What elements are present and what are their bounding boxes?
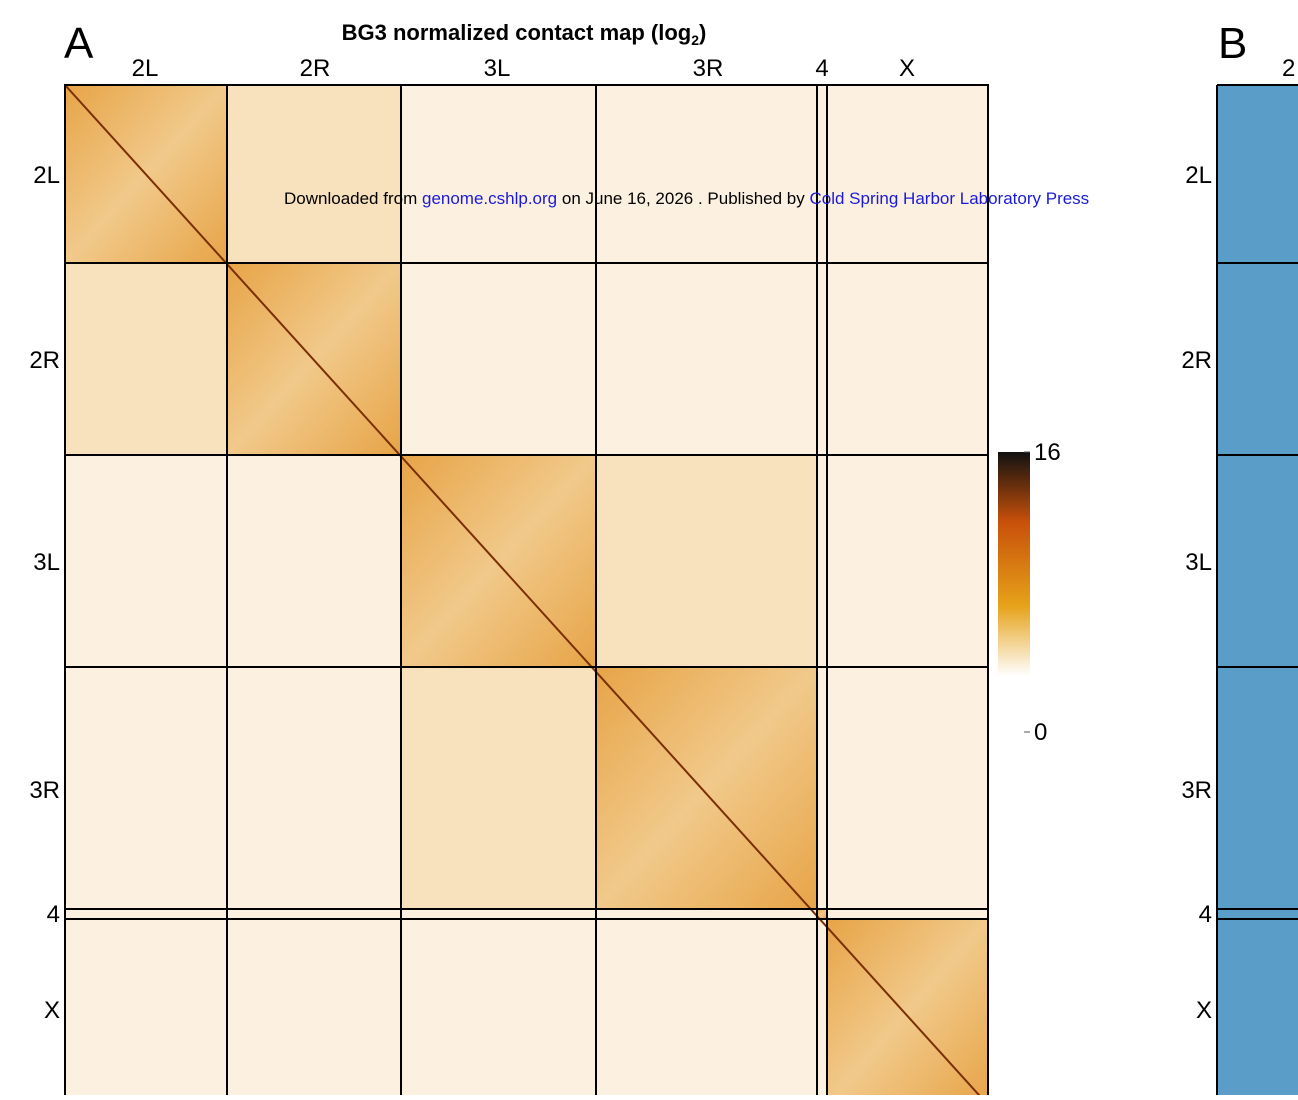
row-label: X	[1196, 997, 1212, 1024]
column-label: 2	[1282, 55, 1295, 82]
row-label: 3R	[1181, 777, 1212, 804]
map-block	[827, 263, 988, 455]
map-block	[817, 667, 827, 909]
map-block	[827, 919, 988, 1100]
title-text: BG3 normalized contact map (log	[342, 20, 692, 45]
contact-map-b-lines	[1216, 84, 1298, 1095]
chart-title: BG3 normalized contact map (log2)	[342, 20, 707, 48]
panel-label: A	[64, 19, 94, 68]
map-block	[401, 455, 596, 667]
colorbar	[998, 452, 1030, 732]
map-block	[596, 263, 817, 455]
colorbar-label: 16	[1034, 439, 1061, 466]
map-block	[827, 455, 988, 667]
map-block	[65, 455, 227, 667]
map-block	[817, 263, 827, 455]
map-block	[401, 85, 596, 263]
map-block	[817, 455, 827, 667]
colorbar-label: 0	[1034, 719, 1047, 746]
contact-map	[64, 84, 989, 1100]
panel-label: B	[1218, 19, 1247, 68]
column-label: 2L	[132, 55, 159, 82]
banner: Downloaded from genome.cshlp.org on June…	[284, 189, 1089, 208]
diagonal	[64, 84, 985, 1100]
banner-text: Downloaded from	[284, 189, 417, 208]
column-label: 3R	[693, 55, 724, 82]
map-block	[65, 263, 227, 455]
map-block	[227, 667, 401, 909]
map-block	[596, 909, 817, 919]
map-block	[227, 909, 401, 919]
map-block	[596, 455, 817, 667]
labels: 2L 2R 3L 3R 4 X 2L 2R 3L 3R 4 X 2L 2R 3L 3R 4 X 16 0	[29, 55, 1212, 1024]
map-frame	[64, 84, 989, 1100]
title-sub: 2	[691, 32, 699, 48]
column-label: 3L	[484, 55, 511, 82]
row-label: 4	[1199, 901, 1212, 928]
map-block	[817, 909, 827, 919]
map-block	[227, 919, 401, 1100]
map-block	[817, 85, 827, 263]
map-block	[827, 909, 988, 919]
map-block	[65, 667, 227, 909]
map-block	[65, 909, 227, 919]
map-block	[227, 455, 401, 667]
row-label: 3L	[33, 549, 60, 576]
row-label: 2L	[33, 162, 60, 189]
title-close: )	[699, 20, 706, 45]
map-block	[596, 667, 817, 909]
row-label: 3L	[1185, 549, 1212, 576]
map-block	[827, 667, 988, 909]
map-block	[827, 85, 988, 263]
map-block	[817, 919, 827, 1100]
map-block	[401, 667, 596, 909]
column-label: X	[899, 55, 915, 82]
map-block	[401, 909, 596, 919]
row-label: X	[44, 997, 60, 1024]
contact-map-b	[1217, 85, 1298, 1100]
row-label: 3R	[29, 777, 60, 804]
banner-link[interactable]: genome.cshlp.org	[422, 189, 557, 208]
row-label: 2L	[1185, 162, 1212, 189]
row-label: 2R	[1181, 347, 1212, 374]
row-label: 2R	[29, 347, 60, 374]
column-label: 2R	[300, 55, 331, 82]
banner-text: on June 16, 2026 . Published by	[562, 189, 805, 208]
map-block	[596, 919, 817, 1100]
column-label: 4	[815, 55, 828, 82]
map-block	[401, 263, 596, 455]
map-block	[65, 919, 227, 1100]
map-block	[596, 85, 817, 263]
banner-link[interactable]: Cold Spring Harbor Laboratory Press	[810, 189, 1090, 208]
row-label: 4	[47, 901, 60, 928]
map-block	[227, 85, 401, 263]
map-block	[401, 919, 596, 1100]
